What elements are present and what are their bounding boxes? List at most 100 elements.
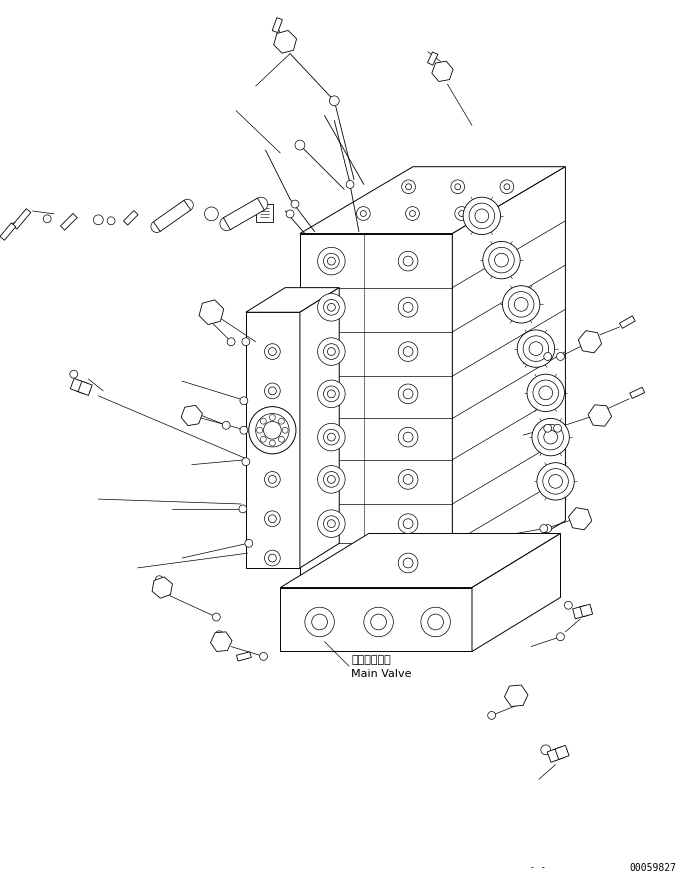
- Circle shape: [324, 472, 339, 488]
- Circle shape: [278, 436, 285, 442]
- Circle shape: [188, 412, 195, 419]
- Circle shape: [291, 200, 299, 208]
- Circle shape: [239, 505, 247, 513]
- Circle shape: [213, 613, 220, 621]
- Circle shape: [324, 253, 339, 269]
- Circle shape: [242, 337, 250, 345]
- Circle shape: [398, 470, 418, 489]
- Polygon shape: [78, 381, 92, 395]
- Circle shape: [527, 374, 564, 411]
- Circle shape: [324, 386, 339, 401]
- Circle shape: [324, 516, 339, 532]
- Polygon shape: [300, 288, 339, 568]
- Circle shape: [574, 512, 587, 525]
- Circle shape: [428, 614, 443, 630]
- Circle shape: [328, 433, 335, 441]
- Circle shape: [260, 653, 267, 661]
- Circle shape: [543, 469, 568, 494]
- Circle shape: [403, 389, 413, 399]
- Circle shape: [317, 465, 345, 493]
- Circle shape: [265, 472, 280, 488]
- Circle shape: [557, 353, 564, 361]
- Circle shape: [398, 553, 418, 573]
- Circle shape: [240, 426, 248, 434]
- Circle shape: [265, 383, 280, 399]
- Circle shape: [268, 347, 276, 355]
- Polygon shape: [246, 288, 339, 313]
- Circle shape: [503, 286, 540, 323]
- Circle shape: [402, 180, 415, 194]
- Polygon shape: [153, 201, 191, 232]
- Circle shape: [151, 221, 163, 233]
- Circle shape: [403, 346, 413, 356]
- Polygon shape: [573, 606, 588, 619]
- Circle shape: [155, 575, 163, 583]
- Circle shape: [540, 525, 548, 533]
- Circle shape: [222, 422, 230, 429]
- Circle shape: [533, 380, 559, 406]
- Circle shape: [544, 430, 557, 444]
- Circle shape: [317, 424, 345, 451]
- Polygon shape: [472, 534, 560, 652]
- Circle shape: [459, 210, 464, 217]
- Polygon shape: [568, 508, 592, 530]
- Circle shape: [249, 407, 296, 454]
- Circle shape: [268, 515, 276, 523]
- Circle shape: [356, 207, 370, 220]
- Circle shape: [265, 344, 280, 360]
- Text: メインバルブ: メインバルブ: [351, 655, 391, 665]
- Circle shape: [278, 36, 291, 48]
- Circle shape: [364, 607, 393, 637]
- Circle shape: [328, 258, 335, 265]
- Circle shape: [455, 184, 461, 190]
- Polygon shape: [246, 313, 300, 568]
- Circle shape: [517, 330, 555, 368]
- Circle shape: [406, 207, 419, 220]
- Circle shape: [346, 180, 354, 188]
- Circle shape: [265, 551, 280, 566]
- Circle shape: [504, 184, 510, 190]
- Circle shape: [317, 248, 345, 275]
- Polygon shape: [272, 18, 282, 33]
- Circle shape: [268, 554, 276, 562]
- Circle shape: [398, 297, 418, 317]
- Polygon shape: [124, 210, 138, 226]
- Polygon shape: [181, 405, 202, 425]
- Circle shape: [328, 304, 335, 312]
- Circle shape: [403, 519, 413, 528]
- Circle shape: [261, 418, 266, 424]
- Circle shape: [268, 475, 276, 483]
- Circle shape: [539, 386, 553, 400]
- Circle shape: [550, 749, 561, 760]
- Polygon shape: [452, 167, 566, 588]
- Circle shape: [324, 299, 339, 315]
- Circle shape: [227, 337, 235, 345]
- Circle shape: [245, 539, 252, 547]
- Circle shape: [205, 207, 218, 221]
- Circle shape: [330, 96, 339, 106]
- Circle shape: [317, 294, 345, 321]
- Polygon shape: [0, 223, 16, 241]
- Circle shape: [242, 458, 250, 465]
- Polygon shape: [70, 378, 87, 393]
- Polygon shape: [620, 316, 635, 329]
- Circle shape: [475, 209, 488, 223]
- Circle shape: [403, 303, 413, 313]
- Circle shape: [403, 432, 413, 442]
- Circle shape: [70, 370, 78, 378]
- Circle shape: [564, 601, 573, 609]
- Circle shape: [421, 607, 450, 637]
- Polygon shape: [630, 387, 645, 399]
- Polygon shape: [211, 632, 232, 652]
- Polygon shape: [432, 61, 453, 82]
- Circle shape: [541, 745, 551, 755]
- Circle shape: [403, 256, 413, 266]
- Circle shape: [286, 210, 294, 218]
- Polygon shape: [280, 588, 472, 652]
- Circle shape: [295, 140, 305, 150]
- Polygon shape: [12, 209, 31, 229]
- Circle shape: [43, 215, 51, 223]
- Polygon shape: [224, 198, 264, 230]
- Circle shape: [261, 436, 266, 442]
- Circle shape: [469, 203, 495, 228]
